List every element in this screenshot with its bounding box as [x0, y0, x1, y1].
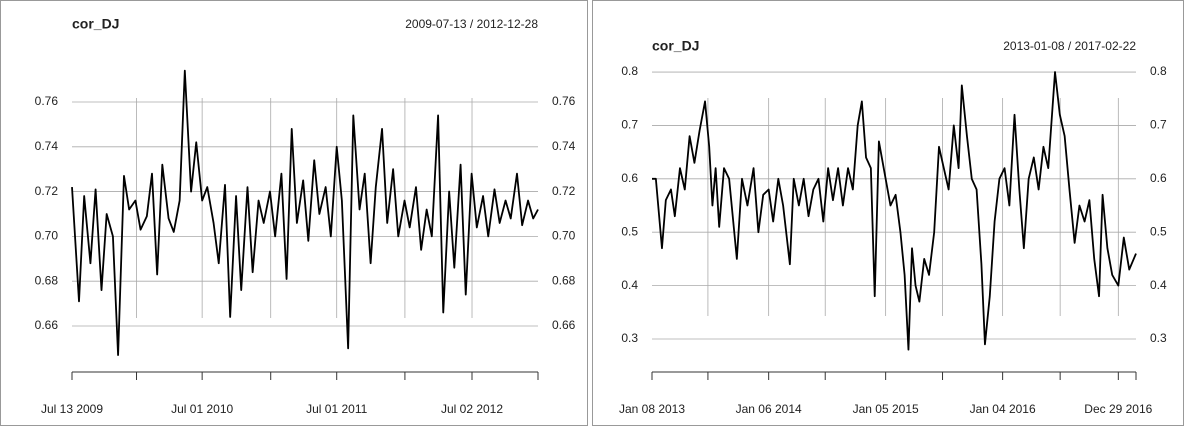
y-tick-label: 0.74: [35, 139, 59, 153]
y-tick-label-right: 0.5: [1150, 224, 1167, 238]
y-tick-label: 0.3: [621, 331, 638, 345]
x-tick-label: Jan 06 2014: [736, 402, 802, 416]
x-tick-label: Dec 29 2016: [1084, 402, 1152, 416]
y-tick-label: 0.72: [35, 184, 59, 198]
y-tick-label: 0.76: [35, 94, 59, 108]
panel-frame: [592, 0, 1184, 426]
y-tick-label-right: 0.6: [1150, 171, 1167, 185]
y-tick-label-right: 0.72: [552, 184, 576, 198]
x-tick-label: Jan 04 2016: [970, 402, 1036, 416]
y-tick-label: 0.6: [621, 171, 638, 185]
y-tick-label-right: 0.68: [552, 273, 576, 287]
y-tick-label: 0.70: [35, 229, 59, 243]
x-tick-label: Jul 01 2011: [306, 402, 367, 416]
chart-title: cor_DJ: [652, 38, 699, 54]
chart-subtitle: 2013-01-08 / 2017-02-22: [1003, 39, 1136, 53]
y-tick-label: 0.66: [35, 318, 59, 332]
y-tick-label: 0.8: [621, 64, 638, 78]
y-tick-label-right: 0.7: [1150, 118, 1167, 132]
x-tick-label: Jul 02 2012: [441, 402, 503, 416]
y-tick-label: 0.68: [35, 273, 59, 287]
chart-title: cor_DJ: [72, 16, 119, 32]
y-tick-label-right: 0.66: [552, 318, 576, 332]
y-tick-label-right: 0.4: [1150, 278, 1167, 292]
chart-subtitle: 2009-07-13 / 2012-12-28: [405, 17, 538, 31]
x-tick-label: Jan 05 2015: [853, 402, 919, 416]
y-tick-label-right: 0.70: [552, 229, 576, 243]
y-tick-label-right: 0.74: [552, 139, 576, 153]
x-tick-label: Jul 13 2009: [41, 402, 103, 416]
x-tick-label: Jan 08 2013: [619, 402, 685, 416]
x-tick-label: Jul 01 2010: [171, 402, 233, 416]
y-tick-label-right: 0.76: [552, 94, 576, 108]
y-tick-label: 0.5: [621, 224, 638, 238]
y-tick-label-right: 0.3: [1150, 331, 1167, 345]
panel-frame: [0, 0, 588, 426]
data-line: [71, 69, 539, 356]
y-tick-label: 0.4: [621, 278, 638, 292]
y-tick-label: 0.7: [621, 118, 638, 132]
data-line: [652, 71, 1137, 351]
y-tick-label-right: 0.8: [1150, 64, 1167, 78]
